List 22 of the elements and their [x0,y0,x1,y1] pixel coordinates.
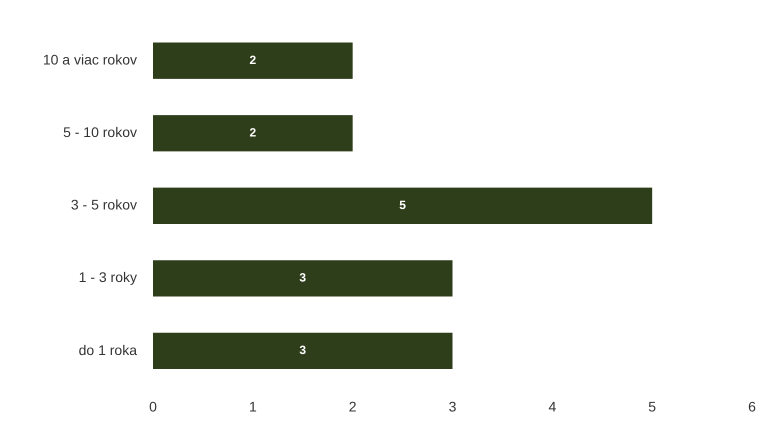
bar [153,42,353,79]
bar [153,260,452,296]
y-tick-label: 5 - 10 rokov [63,124,137,140]
x-tick-label: 1 [248,398,257,414]
y-tick-label: 10 a viac rokov [42,52,137,68]
bar [153,188,652,224]
data-label: 2 [249,126,256,140]
x-tick-label: 0 [149,398,158,414]
bar [153,332,452,370]
data-label: 2 [249,52,256,67]
data-label: 3 [299,270,306,285]
bar [153,115,353,152]
x-tick-label: 4 [548,398,556,414]
x-tick-label: 3 [448,398,457,414]
x-tick-label: 6 [748,398,756,414]
y-tick-label: 3 - 5 rokov [70,196,137,213]
x-tick-label: 2 [348,398,357,414]
y-tick-label: 1 - 3 roky [78,269,137,286]
x-tick-label: 5 [648,398,656,414]
data-label: 5 [399,198,406,212]
y-tick-label: do 1 roka [78,342,138,358]
data-label: 3 [299,343,306,358]
